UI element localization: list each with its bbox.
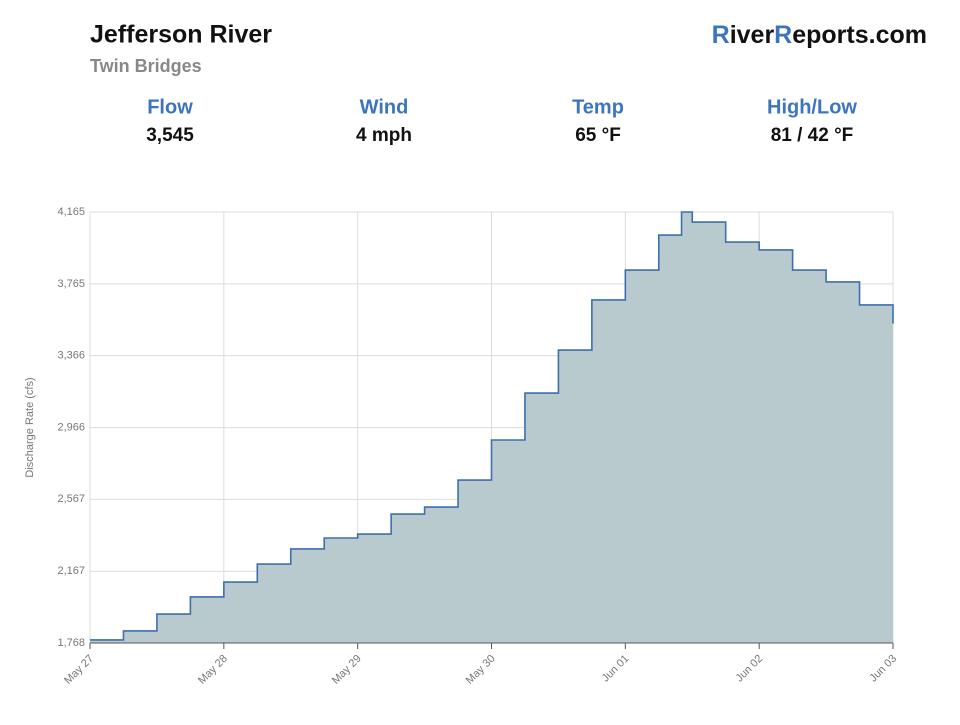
stat-value: 3,545 — [146, 125, 194, 146]
logo-part: iver — [730, 21, 775, 49]
x-tick-label: Jun 02 — [734, 653, 766, 685]
x-tick-label: Jun 03 — [867, 653, 899, 685]
logo-part: eports.com — [792, 21, 927, 49]
x-tick-label: May 28 — [196, 653, 230, 687]
stat-value: 4 mph — [356, 125, 412, 146]
line — [90, 211, 894, 641]
logo-part: R — [712, 21, 730, 49]
x-tick-label: May 29 — [330, 653, 364, 687]
y-axis-label: Discharge Rate (cfs) — [24, 377, 36, 477]
x-tick-label: Jun 01 — [600, 653, 632, 685]
chart: 1,768 2,167 2,567 2,966 3,366 3,765 4,165 May 2… — [24, 206, 899, 687]
y-tick-label: 3,765 — [57, 278, 85, 290]
stat-value: 81 / 42 °F — [771, 125, 854, 146]
stats: Flow 3,545 Wind 4 mph Temp 65 °F High/Low 81 / … — [146, 96, 857, 146]
area — [90, 212, 893, 643]
stat-label: Flow — [147, 96, 193, 118]
y-tick-label: 1,768 — [57, 637, 85, 649]
stat-value: 65 °F — [575, 125, 621, 146]
x-tick-label: May 30 — [464, 653, 498, 687]
y-tick-label: 3,366 — [57, 350, 85, 362]
stat-label: Wind — [360, 96, 409, 118]
logo[interactable]: RiverReports.com — [712, 21, 927, 49]
y-tick-label: 2,966 — [57, 421, 85, 433]
y-tick-label: 2,167 — [57, 565, 85, 577]
y-tick-label: 2,567 — [57, 493, 85, 505]
stat-label: High/Low — [767, 96, 857, 118]
river-title: Jefferson River — [90, 21, 272, 49]
station-name: Twin Bridges — [90, 56, 202, 76]
y-tick-label: 4,165 — [57, 206, 85, 218]
logo-part: R — [774, 21, 792, 49]
stat-label: Temp — [572, 96, 624, 118]
x-tick-label: May 27 — [62, 653, 96, 687]
